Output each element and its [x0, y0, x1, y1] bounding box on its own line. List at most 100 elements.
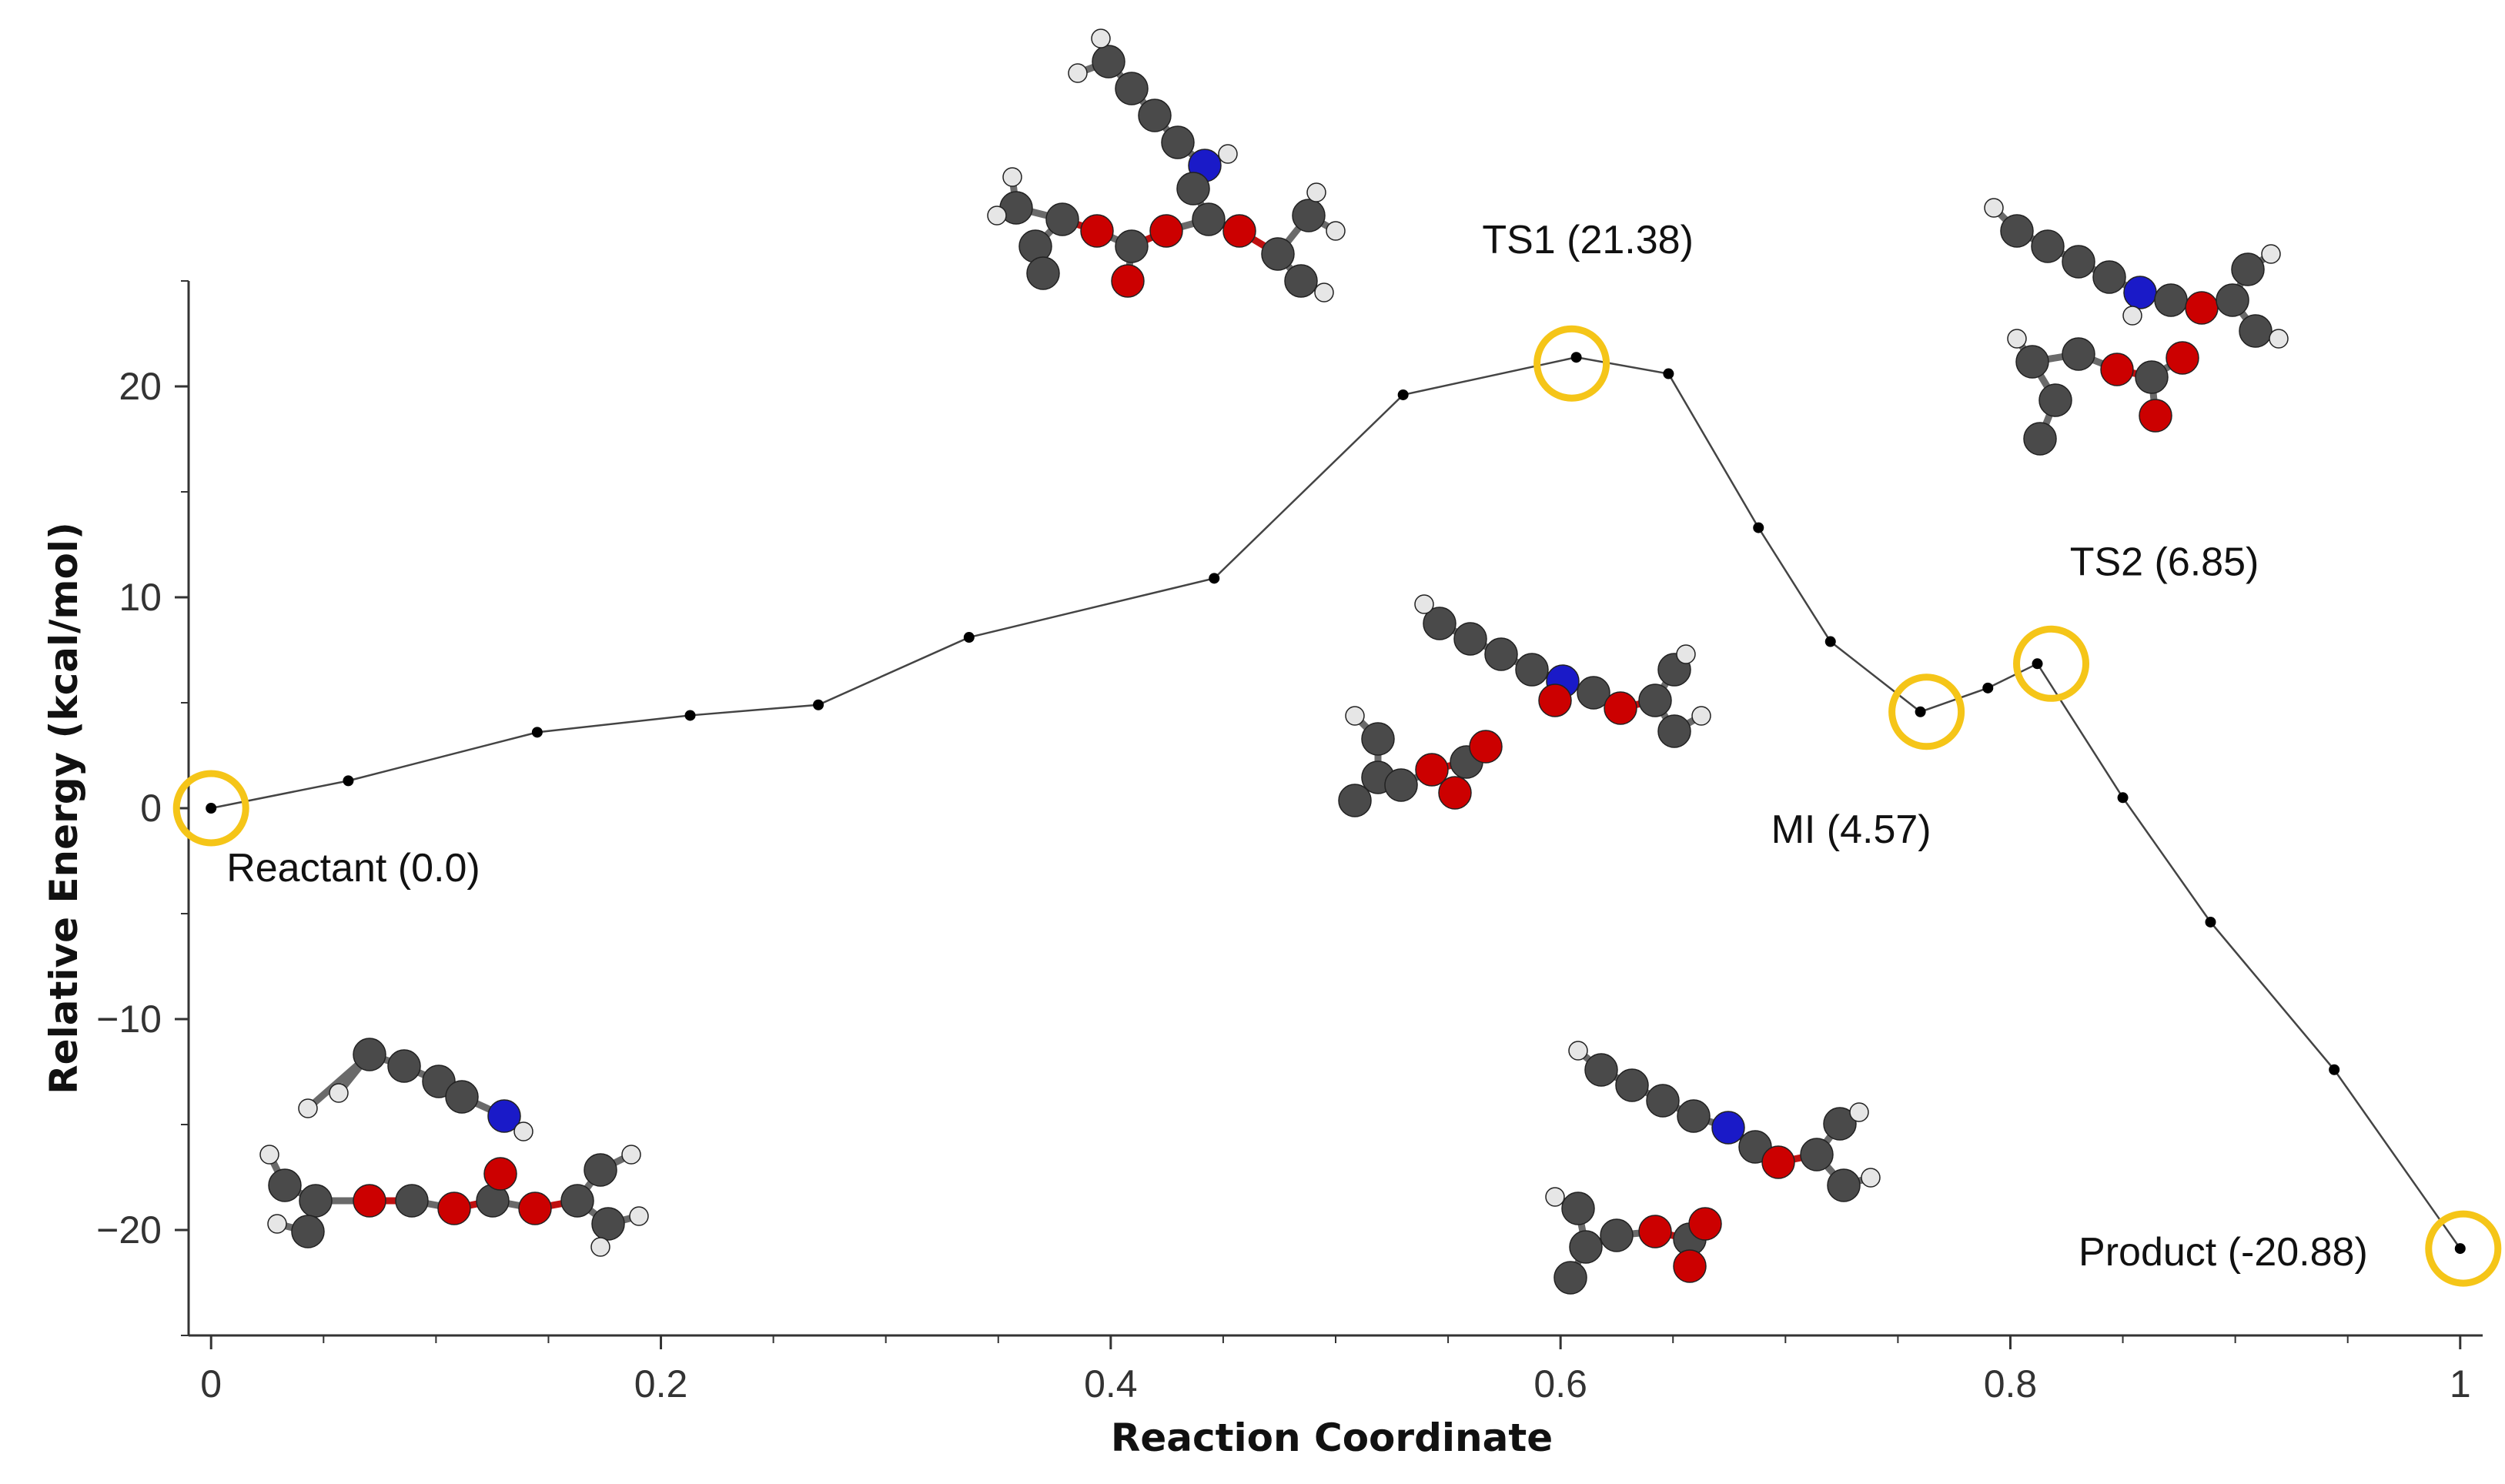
data-point — [531, 727, 543, 738]
atom — [1361, 722, 1395, 756]
y-tick-label: 10 — [119, 576, 162, 619]
atom — [1484, 637, 1518, 671]
atom — [291, 1215, 325, 1248]
atom — [1676, 644, 1696, 664]
atom — [584, 1153, 617, 1187]
atom — [2000, 214, 2034, 248]
atom — [1414, 594, 1434, 614]
y-tick-label: 0 — [140, 787, 162, 830]
atom — [987, 206, 1007, 226]
data-point — [2032, 658, 2043, 670]
atom — [2166, 341, 2199, 375]
atom — [1192, 202, 1226, 236]
atom — [1438, 776, 1472, 810]
data-point — [2205, 916, 2216, 928]
atom — [1638, 1215, 1672, 1248]
atom — [2092, 260, 2126, 294]
atom — [1538, 684, 1572, 717]
atom — [2007, 329, 2027, 349]
atom — [1561, 1192, 1595, 1225]
data-point — [1915, 706, 1926, 717]
atom — [445, 1080, 479, 1114]
atom — [1091, 28, 1111, 48]
atom — [518, 1192, 552, 1225]
atom — [259, 1145, 279, 1165]
atom — [1554, 1261, 1587, 1295]
atom — [1984, 198, 2004, 218]
atom — [1688, 1207, 1722, 1241]
atom — [2062, 245, 2095, 279]
molecule-illustrations — [259, 28, 2289, 1295]
data-point — [1397, 389, 1409, 400]
atom — [299, 1184, 333, 1218]
atom — [1176, 172, 1210, 206]
atom — [2023, 422, 2057, 456]
atom — [1338, 784, 1372, 817]
atom — [1161, 125, 1195, 159]
atom — [1138, 99, 1172, 132]
atom — [1115, 229, 1149, 263]
atom — [1326, 221, 1346, 241]
atom — [1600, 1218, 1634, 1252]
atom — [1314, 282, 1334, 302]
atom — [353, 1038, 386, 1071]
atom — [1469, 730, 1503, 764]
atom — [1345, 706, 1365, 726]
atom — [1711, 1111, 1745, 1145]
x-tick-label: 0.4 — [1084, 1362, 1138, 1405]
atom — [2154, 283, 2188, 317]
atom — [2015, 345, 2049, 379]
atom — [591, 1207, 625, 1241]
y-tick-label: −20 — [96, 1208, 162, 1252]
atom — [395, 1184, 429, 1218]
atom — [1604, 691, 1637, 725]
highlight-label: Reactant (0.0) — [226, 846, 480, 891]
highlight-label: Product (-20.88) — [2079, 1230, 2368, 1275]
atom — [1284, 264, 1318, 298]
y-tick-label: −10 — [96, 998, 162, 1041]
atom — [387, 1049, 421, 1083]
data-point — [813, 699, 824, 710]
atom — [1849, 1102, 1869, 1122]
atom — [2100, 353, 2134, 386]
atom — [590, 1237, 610, 1257]
atom — [1045, 202, 1079, 236]
atom — [2038, 383, 2072, 417]
atom — [1691, 706, 1711, 726]
highlight-circle — [2013, 625, 2090, 702]
atom — [1092, 45, 1125, 79]
atom — [2239, 314, 2273, 348]
atom — [1800, 1138, 1834, 1171]
data-point — [2329, 1064, 2340, 1075]
highlight-label: TS1 (21.38) — [1482, 218, 1694, 262]
atom — [2031, 229, 2065, 263]
atom — [1453, 622, 1487, 656]
atom — [1026, 256, 1060, 290]
atom — [2123, 276, 2157, 309]
atom — [1068, 63, 1088, 83]
atom — [1861, 1168, 1881, 1188]
atom — [1545, 1187, 1565, 1207]
atom — [1615, 1068, 1649, 1102]
atom — [2185, 291, 2219, 325]
atom — [1111, 264, 1145, 298]
highlight-circle — [2425, 1210, 2502, 1287]
atom — [2062, 337, 2095, 371]
atom — [1261, 237, 1295, 271]
atom — [1515, 653, 1549, 687]
atom — [2261, 244, 2281, 264]
x-tick-label: 0.6 — [1533, 1362, 1587, 1405]
atom — [329, 1083, 349, 1103]
x-tick-label: 1 — [2450, 1362, 2471, 1405]
atom — [1306, 182, 1326, 202]
atom — [1569, 1230, 1603, 1264]
atom — [1384, 768, 1418, 802]
data-point — [684, 710, 696, 721]
highlight-circle — [172, 770, 249, 847]
molecule-reactant — [259, 1038, 649, 1257]
atom — [1673, 1249, 1707, 1283]
x-tick-label: 0.8 — [1984, 1362, 2038, 1405]
data-point — [1209, 573, 1220, 584]
